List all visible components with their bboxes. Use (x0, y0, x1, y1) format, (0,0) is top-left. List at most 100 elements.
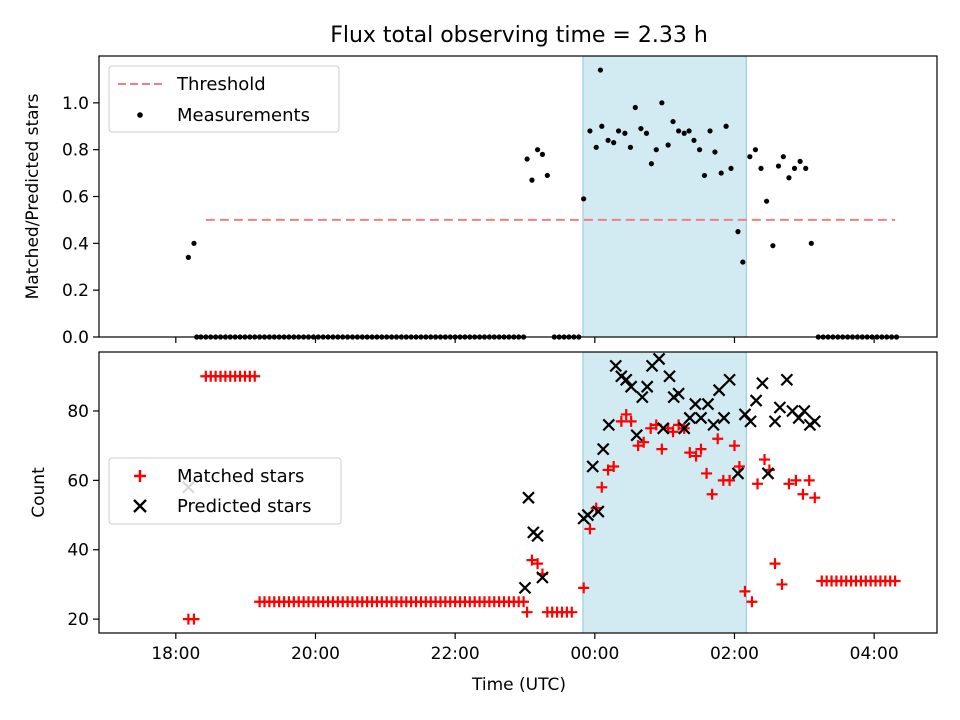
matched-star-point (566, 606, 578, 618)
x-tick-label: 20:00 (291, 644, 340, 664)
count-x-ticks: 18:00 20:00 22:00 00:00 02:00 04:00 (151, 633, 899, 664)
matched-star-point (249, 370, 261, 382)
predicted-star-point (780, 373, 794, 387)
predicted-star-point (640, 380, 654, 393)
predicted-star-point (808, 415, 822, 428)
predicted-star-point (652, 352, 666, 366)
legend-measurements-label: Measurements (177, 105, 310, 126)
predicted-star-point (531, 529, 544, 543)
chart-title: Flux total observing time = 2.33 h (330, 23, 708, 48)
measurement-point (686, 128, 692, 134)
predicted-star-point (596, 442, 610, 456)
y-tick-label: 60 (67, 471, 89, 491)
matched-star-point (739, 585, 751, 597)
measurement-point (752, 147, 759, 153)
y-tick-label: 0.4 (62, 234, 89, 254)
ratio-y-ticks: 0.0 0.2 0.4 0.6 0.8 1.0 (62, 94, 99, 348)
measurement-point (593, 144, 599, 150)
measurement-point (622, 130, 628, 136)
predicted-stars-points (182, 352, 822, 595)
predicted-star-point (717, 411, 731, 425)
x-tick-label: 18:00 (151, 644, 200, 664)
predicted-star-point (518, 581, 532, 595)
predicted-star-point (536, 571, 549, 584)
matched-star-point (889, 575, 901, 587)
x-tick-label: 22:00 (431, 644, 480, 664)
predicted-star-point (602, 418, 616, 432)
matched-star-point (615, 415, 627, 427)
predicted-star-point (630, 428, 643, 442)
measurement-point (803, 165, 809, 171)
measurement-point (728, 165, 734, 171)
measurement-point (723, 123, 729, 129)
measurement-point (599, 123, 605, 129)
legend-predicted-label: Predicted stars (177, 496, 311, 517)
matched-star-point (656, 443, 668, 455)
predicted-star-point (712, 383, 726, 397)
matched-star-point (706, 488, 718, 500)
predicted-star-point (701, 397, 715, 411)
matched-star-point (724, 474, 736, 486)
measurement-point (611, 140, 617, 146)
measurement-point (808, 240, 814, 246)
legend-measurements-swatch (137, 112, 143, 118)
measurement-point (539, 151, 546, 157)
measurement-point (648, 161, 654, 167)
measurement-point (735, 229, 741, 235)
y-tick-label: 0.0 (62, 328, 89, 348)
y-tick-label: 80 (67, 402, 89, 422)
matched-star-point (625, 415, 637, 427)
count-panel-frame (98, 351, 938, 634)
measurement-point (632, 104, 638, 111)
predicted-star-point (672, 387, 685, 400)
ratio-x-ticks (175, 337, 875, 343)
measurement-point (534, 147, 541, 153)
count-y-axis-label: Count (29, 467, 49, 518)
matched-star-point (602, 464, 614, 476)
legend-box (108, 457, 342, 525)
matched-star-point (518, 596, 530, 608)
measurement-point (758, 165, 764, 171)
x-tick-label: 04:00 (850, 644, 899, 664)
matched-star-point (809, 492, 821, 504)
predicted-star-point (619, 373, 633, 387)
legend-threshold-label: Threshold (176, 74, 266, 95)
x-tick-label: 02:00 (710, 644, 759, 664)
predicted-star-point (677, 422, 691, 435)
predicted-star-point (773, 401, 787, 414)
y-tick-label: 1.0 (62, 94, 89, 114)
predicted-star-point (581, 508, 595, 522)
measurement-point (665, 142, 671, 148)
measurement-point (797, 158, 803, 164)
measurement-point (701, 172, 708, 179)
measurement-point (643, 130, 650, 136)
legend-box (108, 65, 340, 133)
predicted-star-point (749, 394, 763, 407)
y-tick-label: 40 (67, 541, 89, 561)
measurement-point (638, 125, 644, 132)
matched-star-point (526, 554, 538, 566)
measurement-point (524, 156, 530, 162)
predicted-star-point (798, 404, 811, 418)
predicted-star-point (636, 390, 649, 404)
predicted-star-point (707, 418, 720, 432)
y-tick-label: 0.6 (62, 188, 89, 208)
ratio-y-axis-label: Matched/Predicted stars (23, 93, 43, 299)
measurement-point (791, 165, 798, 171)
ratio-legend: Threshold Measurements (108, 65, 340, 133)
predicted-star-point (624, 380, 638, 393)
legend-matched-label: Matched stars (177, 466, 304, 487)
measurement-point (587, 128, 593, 134)
measurement-point (681, 130, 687, 136)
matched-star-point (532, 558, 544, 570)
measurement-point (605, 137, 611, 143)
count-y-ticks: 20 40 60 80 (67, 402, 99, 630)
matched-star-point (712, 433, 724, 445)
measurement-point (581, 196, 587, 202)
ratio-panel: 0.0 0.2 0.4 0.6 0.8 1.0 Matched/Predicted sta… (23, 55, 938, 348)
matched-star-point (632, 440, 644, 452)
highlight-region (582, 55, 747, 338)
matched-star-point (790, 474, 802, 486)
measurement-point (615, 128, 622, 134)
